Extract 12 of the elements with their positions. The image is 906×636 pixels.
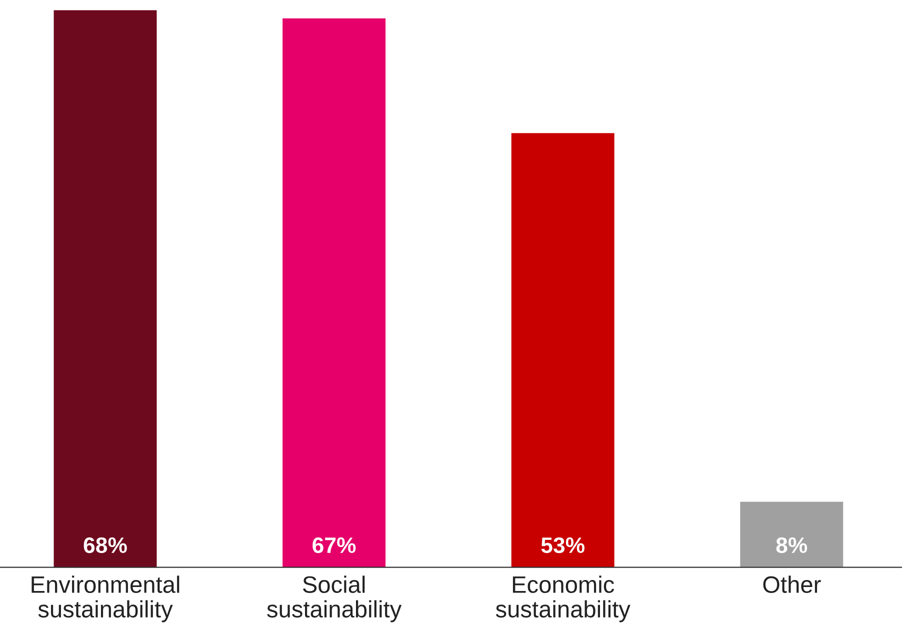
bar — [740, 502, 844, 568]
x-tick-label: Economic sustainability — [496, 576, 630, 622]
bar — [511, 133, 614, 568]
data-label: 67% — [312, 537, 356, 554]
x-tick-label: Other — [763, 576, 821, 593]
bar — [282, 18, 386, 568]
data-label: 53% — [541, 537, 584, 554]
x-tick-label: Environmental sustainability — [32, 576, 180, 622]
bar — [54, 10, 157, 568]
data-label: 8% — [776, 537, 808, 554]
x-tick-label: Social sustainability — [267, 576, 402, 622]
data-label: 68% — [84, 537, 127, 554]
